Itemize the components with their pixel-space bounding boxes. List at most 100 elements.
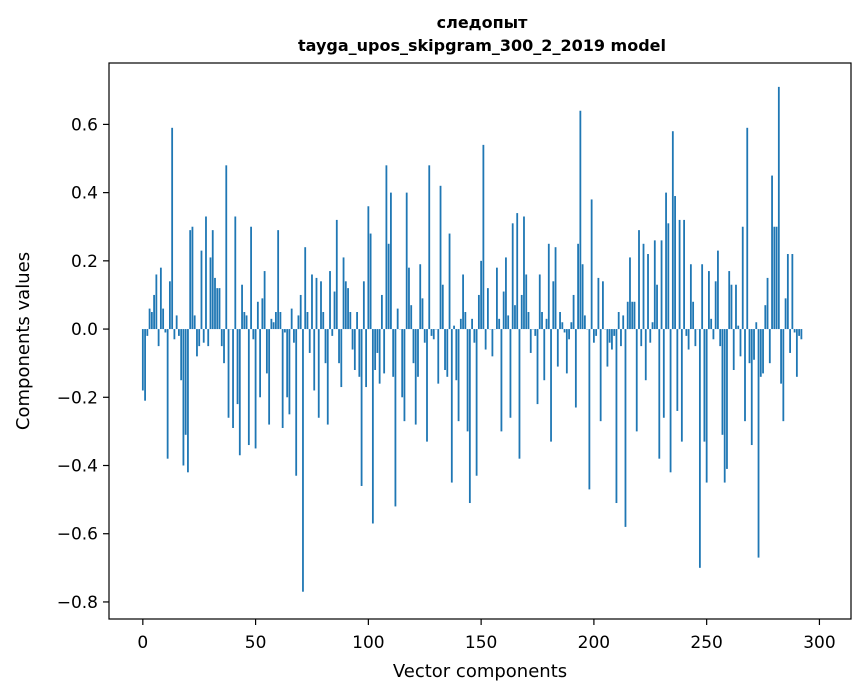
bar xyxy=(268,329,271,425)
bar xyxy=(365,329,367,388)
bar xyxy=(243,312,246,330)
bar xyxy=(383,329,386,374)
bar xyxy=(735,284,737,330)
bar xyxy=(187,329,189,473)
bar xyxy=(579,110,582,330)
bar xyxy=(401,329,404,398)
bar xyxy=(633,301,636,330)
bar xyxy=(678,219,681,330)
bar xyxy=(281,329,284,428)
bar xyxy=(680,329,683,442)
bar xyxy=(347,288,349,330)
x-tick-label: 200 xyxy=(578,633,610,653)
bar xyxy=(376,329,379,353)
bar xyxy=(570,322,573,330)
bar xyxy=(193,315,196,330)
bar xyxy=(780,329,782,384)
bar xyxy=(674,196,676,330)
bar xyxy=(550,329,552,442)
bar xyxy=(419,264,422,330)
bar xyxy=(556,329,559,367)
bar xyxy=(441,284,444,330)
bar xyxy=(392,329,395,377)
bar xyxy=(141,329,144,391)
bar xyxy=(496,267,498,330)
bar xyxy=(768,329,771,364)
bar xyxy=(565,329,568,374)
bar xyxy=(732,329,735,370)
bar xyxy=(311,274,313,330)
bar xyxy=(180,329,183,381)
bar xyxy=(417,329,419,377)
bar xyxy=(791,254,794,330)
bar xyxy=(468,329,471,504)
bar xyxy=(538,274,541,330)
bar xyxy=(466,329,469,432)
bar xyxy=(216,288,219,330)
bar xyxy=(620,329,622,347)
bar xyxy=(701,264,704,330)
bar xyxy=(286,329,289,398)
bar xyxy=(775,226,778,330)
bar xyxy=(218,288,221,330)
bar xyxy=(592,329,595,343)
bar xyxy=(798,329,801,336)
bar xyxy=(146,329,149,336)
bar xyxy=(333,291,336,330)
bar xyxy=(626,301,629,330)
bar xyxy=(577,243,579,330)
bar xyxy=(520,294,523,330)
bar xyxy=(220,329,223,347)
bar xyxy=(789,329,791,353)
bar xyxy=(385,165,388,330)
bar xyxy=(342,257,345,330)
bar xyxy=(265,329,268,374)
bar xyxy=(750,329,753,446)
x-tick-label: 300 xyxy=(803,633,835,653)
bar xyxy=(748,329,751,364)
bar xyxy=(295,329,298,476)
bar xyxy=(207,329,210,347)
bar xyxy=(611,329,613,350)
bar xyxy=(511,223,514,330)
bar xyxy=(518,329,521,459)
bar xyxy=(238,329,241,456)
bar xyxy=(552,281,555,330)
bar xyxy=(719,329,722,347)
bar xyxy=(795,329,798,377)
bar xyxy=(482,144,485,330)
bar xyxy=(153,294,155,330)
bar xyxy=(329,271,331,330)
bar xyxy=(500,329,503,432)
bar xyxy=(782,329,785,422)
bar xyxy=(428,165,431,330)
bar xyxy=(708,271,710,330)
bar xyxy=(617,312,620,330)
bar xyxy=(358,329,361,377)
chart-title: следопыт xyxy=(437,13,528,32)
bar xyxy=(331,329,334,336)
bar xyxy=(198,329,201,347)
bar xyxy=(712,329,715,340)
bar xyxy=(635,329,638,432)
bar xyxy=(263,271,266,330)
y-tick-label: 0.6 xyxy=(71,115,98,135)
bar xyxy=(335,219,338,330)
bar xyxy=(762,329,764,374)
bar xyxy=(739,329,742,357)
bar xyxy=(450,329,453,483)
bar xyxy=(723,329,726,483)
y-tick-label: 0.4 xyxy=(71,184,98,204)
bar xyxy=(390,192,392,330)
bar xyxy=(202,329,205,343)
bar xyxy=(473,329,476,343)
bar xyxy=(705,329,708,483)
bar xyxy=(459,318,462,330)
bar xyxy=(173,329,176,340)
bar xyxy=(241,284,243,330)
bar xyxy=(568,329,570,340)
bar xyxy=(629,257,631,330)
bar xyxy=(313,329,316,391)
bar xyxy=(252,329,255,340)
bar xyxy=(608,329,611,343)
